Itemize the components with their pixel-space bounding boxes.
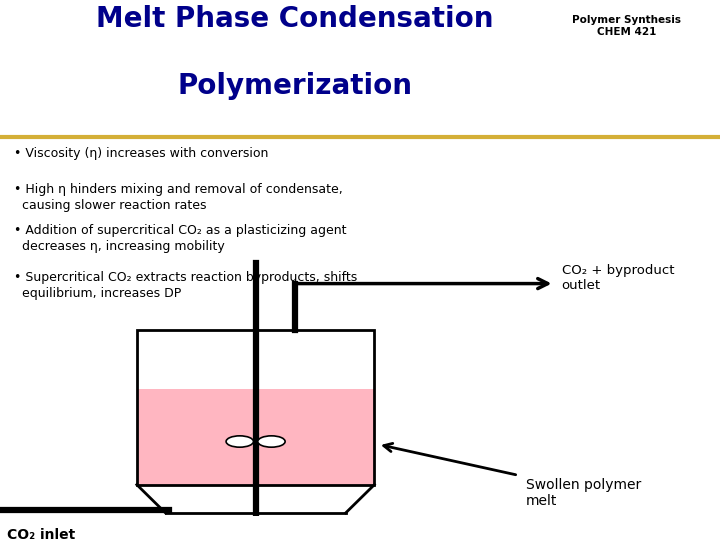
Ellipse shape: [258, 436, 285, 447]
Bar: [137, 330, 374, 485]
Text: CO₂ + byproduct
outlet: CO₂ + byproduct outlet: [562, 265, 674, 293]
Text: • Addition of supercritical CO₂ as a plasticizing agent
  decreases η, increasin: • Addition of supercritical CO₂ as a pla…: [14, 224, 347, 253]
Text: Swollen polymer
melt: Swollen polymer melt: [526, 478, 641, 508]
Text: Melt Phase Condensation: Melt Phase Condensation: [96, 5, 494, 33]
Text: • Viscosity (η) increases with conversion: • Viscosity (η) increases with conversio…: [14, 147, 269, 160]
Text: • High η hinders mixing and removal of condensate,
  causing slower reaction rat: • High η hinders mixing and removal of c…: [14, 183, 343, 212]
Text: Polymer Synthesis
CHEM 421: Polymer Synthesis CHEM 421: [572, 16, 681, 37]
Ellipse shape: [226, 436, 253, 447]
Text: • Supercritical CO₂ extracts reaction byproducts, shifts
  equilibrium, increase: • Supercritical CO₂ extracts reaction by…: [14, 271, 358, 300]
Bar: [137, 330, 374, 485]
Text: CO₂ inlet: CO₂ inlet: [7, 529, 76, 540]
Text: Polymerization: Polymerization: [178, 72, 413, 100]
Bar: [137, 389, 374, 485]
